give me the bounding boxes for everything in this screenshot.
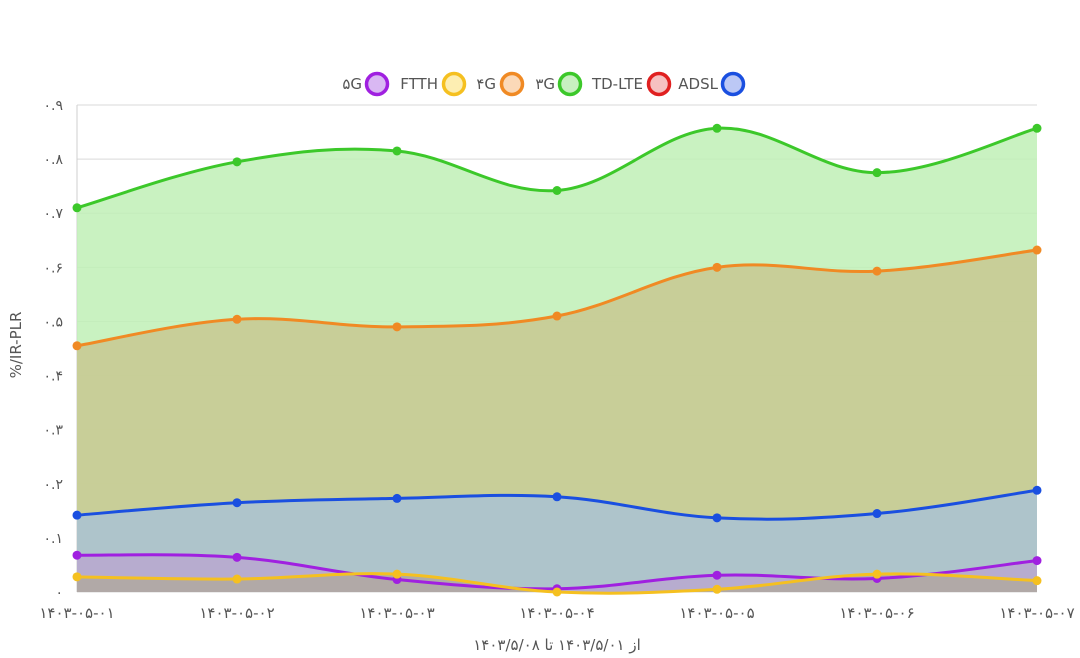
x-tick-label: ۱۴۰۳-۰۵-۰۴ [519, 604, 594, 622]
y-tick-label: ۰.۶ [44, 260, 64, 276]
legend-item-TD-LTE[interactable]: TD-LTE [591, 71, 672, 97]
point-FTTH[interactable] [72, 572, 82, 582]
point-FTTH[interactable] [552, 587, 562, 597]
x-axis-title: از ۱۴۰۳/۵/۰۱ تا ۱۴۰۳/۵/۰۸ [473, 636, 641, 654]
point-FTTH[interactable] [872, 569, 882, 579]
point-ADSL[interactable] [232, 498, 242, 508]
point-۳G[interactable] [392, 322, 402, 332]
x-tick-label: ۱۴۰۳-۰۵-۰۵ [679, 604, 754, 622]
y-tick-label: ۰.۹ [44, 98, 64, 114]
y-tick-label: ۰.۸ [44, 152, 64, 168]
y-axis-title: %/IR-PLR [7, 312, 25, 379]
legend-swatch-icon [441, 71, 467, 97]
point-TD-LTE[interactable] [232, 157, 242, 167]
point-۵G[interactable] [72, 550, 82, 560]
x-tick-label: ۱۴۰۳-۰۵-۰۱ [39, 604, 114, 622]
point-۵G[interactable] [1032, 556, 1042, 566]
point-۳G[interactable] [712, 262, 722, 272]
legend-label: FTTH [400, 75, 438, 93]
y-tick-label: ۰.۳ [44, 423, 64, 439]
x-axis-ticks: ۱۴۰۳-۰۵-۰۱ ۱۴۰۳-۰۵-۰۲ ۱۴۰۳-۰۵-۰۳ ۱۴۰۳-۰۵-۰۴… [39, 604, 1074, 622]
point-۵G[interactable] [712, 570, 722, 580]
legend-item-FTTH[interactable]: FTTH [400, 71, 467, 97]
point-ADSL[interactable] [872, 509, 882, 519]
y-axis-ticks: ۰ ۰.۱ ۰.۲ ۰.۳ ۰.۴ ۰.۵ ۰.۶ ۰.۷ ۰.۸ ۰.۹ [44, 98, 64, 601]
legend-item-ADSL[interactable]: ADSL [678, 71, 746, 97]
point-ADSL[interactable] [1032, 485, 1042, 495]
legend[interactable]: ۵G FTTH ۴G ۳G TD-LTE ADSL [342, 71, 746, 97]
point-FTTH[interactable] [392, 569, 402, 579]
legend-item-۵G[interactable]: ۵G [342, 71, 390, 97]
legend-swatch-icon [364, 71, 390, 97]
point-۳G[interactable] [552, 311, 562, 321]
series-areas [77, 128, 1037, 594]
legend-label: TD-LTE [591, 75, 643, 93]
legend-swatch-icon [720, 71, 746, 97]
y-tick-label: ۰.۵ [44, 314, 64, 330]
point-FTTH[interactable] [712, 584, 722, 594]
x-tick-label: ۱۴۰۳-۰۵-۰۳ [359, 604, 434, 622]
y-tick-label: ۰.۴ [44, 369, 64, 385]
point-۳G[interactable] [232, 314, 242, 324]
y-tick-label: ۰.۱ [44, 531, 64, 547]
x-tick-label: ۱۴۰۳-۰۵-۰۶ [839, 604, 914, 622]
legend-item-۳G[interactable]: ۳G [535, 71, 583, 97]
legend-swatch-icon [499, 71, 525, 97]
y-tick-label: ۰.۲ [44, 477, 64, 493]
point-۳G[interactable] [72, 341, 82, 351]
point-TD-LTE[interactable] [72, 203, 82, 213]
point-ADSL[interactable] [712, 513, 722, 523]
point-TD-LTE[interactable] [712, 123, 722, 133]
point-TD-LTE[interactable] [552, 185, 562, 195]
legend-label: ۵G [342, 75, 362, 93]
legend-label: ADSL [678, 75, 718, 93]
point-TD-LTE[interactable] [392, 146, 402, 156]
point-TD-LTE[interactable] [872, 168, 882, 178]
y-tick-label: ۰ [55, 585, 63, 601]
point-۳G[interactable] [1032, 245, 1042, 255]
area-FTTH [77, 573, 1037, 594]
point-FTTH[interactable] [232, 574, 242, 584]
x-tick-label: ۱۴۰۳-۰۵-۰۷ [999, 604, 1074, 622]
legend-item-۴G[interactable]: ۴G [476, 71, 525, 97]
point-۳G[interactable] [872, 266, 882, 276]
point-TD-LTE[interactable] [1032, 123, 1042, 133]
y-tick-label: ۰.۷ [44, 206, 64, 222]
point-ADSL[interactable] [552, 492, 562, 502]
legend-label: ۴G [476, 75, 496, 93]
point-FTTH[interactable] [1032, 576, 1042, 586]
x-tick-label: ۱۴۰۳-۰۵-۰۲ [199, 604, 274, 622]
legend-swatch-icon [646, 71, 672, 97]
legend-label: ۳G [535, 75, 555, 93]
legend-swatch-icon [557, 71, 583, 97]
point-ADSL[interactable] [72, 510, 82, 520]
series-points [72, 123, 1042, 597]
point-۵G[interactable] [232, 552, 242, 562]
point-ADSL[interactable] [392, 493, 402, 503]
